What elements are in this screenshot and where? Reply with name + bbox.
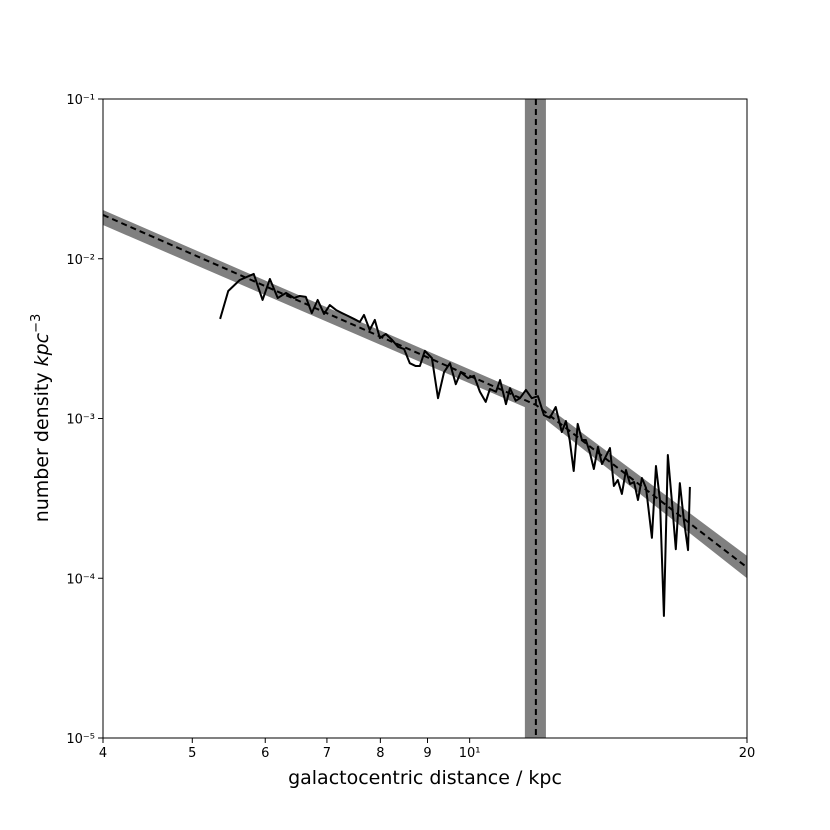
y-tick-label: 10⁻⁵ bbox=[66, 732, 95, 747]
y-label-unit: kpc bbox=[31, 332, 53, 366]
plot-area bbox=[103, 99, 747, 738]
x-tick-label: 4 bbox=[99, 746, 107, 761]
x-tick-label: 10¹ bbox=[459, 746, 481, 761]
fit-line bbox=[103, 214, 747, 569]
x-tick-label: 5 bbox=[188, 746, 196, 761]
y-axis-label: number density kpc−3 bbox=[29, 314, 53, 523]
vertical-band bbox=[524, 99, 546, 738]
x-tick-label: 20 bbox=[739, 746, 756, 761]
y-tick-label: 10⁻⁴ bbox=[66, 572, 95, 587]
x-tick-label: 7 bbox=[323, 746, 331, 761]
x-tick-label: 8 bbox=[376, 746, 384, 761]
y-label-text: number density bbox=[31, 372, 53, 522]
y-tick-label: 10⁻¹ bbox=[66, 93, 95, 108]
y-tick-label: 10⁻³ bbox=[66, 413, 95, 428]
data-line bbox=[219, 272, 691, 617]
x-tick-label: 6 bbox=[261, 746, 269, 761]
x-axis-label: galactocentric distance / kpc bbox=[288, 767, 562, 789]
plot-frame bbox=[102, 98, 748, 739]
y-label-exp: −3 bbox=[29, 314, 44, 333]
x-tick-label: 9 bbox=[423, 746, 431, 761]
y-tick-label: 10⁻² bbox=[66, 253, 95, 268]
fit-band bbox=[103, 209, 747, 579]
